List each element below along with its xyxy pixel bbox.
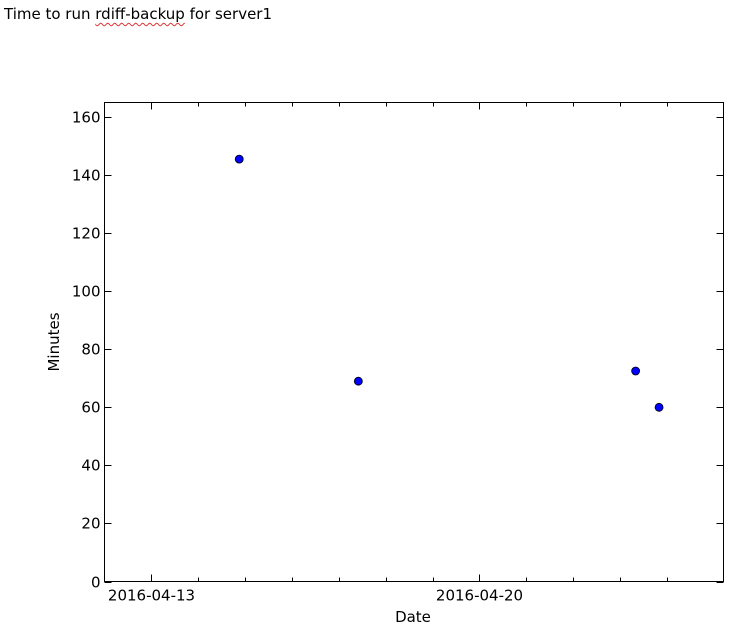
data-point [234, 154, 244, 164]
title-prefix: Time to run [4, 5, 96, 23]
y-tick-label: 160 [72, 109, 101, 127]
x-tick-label: 2016-04-13 [108, 587, 195, 605]
title-suffix: for server1 [184, 5, 273, 23]
x-tick-label: 2016-04-20 [436, 587, 523, 605]
data-point [654, 402, 664, 412]
y-tick-label: 60 [81, 399, 100, 417]
y-tick-label: 0 [91, 574, 101, 592]
title-spellcheck-word: rdiff-backup [95, 5, 185, 23]
x-axis-label: Date [395, 608, 431, 626]
y-tick-label: 140 [72, 167, 101, 185]
y-tick-label: 100 [72, 283, 101, 301]
y-axis-label: Minutes [45, 312, 63, 371]
y-tick-label: 120 [72, 225, 101, 243]
page-title: Time to run rdiff-backup for server1 [4, 5, 272, 23]
y-tick-label: 40 [81, 457, 100, 475]
data-point [353, 376, 363, 386]
plot-area [104, 102, 724, 582]
y-tick-label: 80 [81, 341, 100, 359]
data-point [631, 366, 641, 376]
y-tick-label: 20 [81, 515, 100, 533]
